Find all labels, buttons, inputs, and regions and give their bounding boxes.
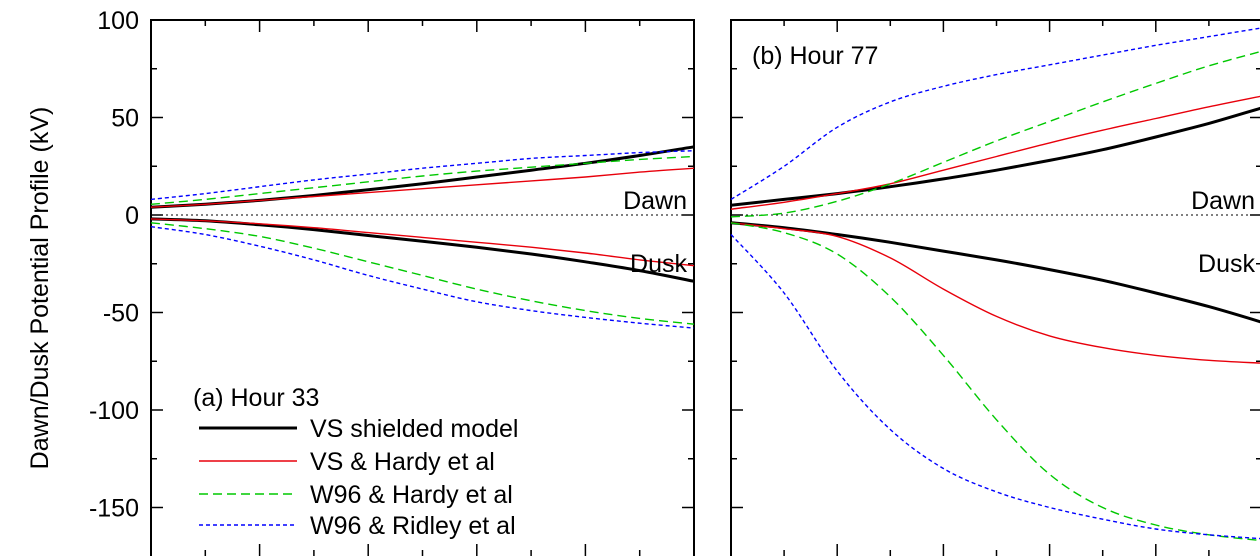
- y-tick-label: -100: [89, 397, 139, 425]
- legend: VS shielded model VS & Hardy et al W96 &…: [199, 415, 518, 540]
- panel-a-axes: 100 50 0 -50 -100 -150: [89, 7, 694, 556]
- series-vs-hardy-et-al-dawn: [730, 95, 1260, 210]
- legend-label-w96-ridley: W96 & Ridley et al: [310, 512, 516, 540]
- series-w96-ridley-et-al-dawn: [730, 27, 1260, 200]
- panel-a-title: (a) Hour 33: [193, 384, 319, 412]
- y-tick-label: 100: [97, 7, 139, 35]
- panel-a-dusk-label: Dusk: [630, 250, 687, 278]
- panel-b: (b) Hour 77 Dawn Dusk: [730, 19, 1260, 556]
- panel-b-title: (b) Hour 77: [752, 42, 878, 70]
- series-vs-hardy-et-al-dusk: [730, 222, 1260, 364]
- series-w96-ridley-et-al-dusk: [150, 226, 695, 329]
- series-vs-shielded-model-dawn: [150, 145, 695, 209]
- panel-a-dawn-label: Dawn: [623, 187, 687, 215]
- series-vs-shielded-model-dawn: [730, 106, 1260, 207]
- panel-b-axes: [731, 19, 1260, 556]
- panel-b-dusk-label: Dusk: [1198, 250, 1255, 278]
- y-tick-label: 50: [111, 105, 139, 133]
- legend-label-w96-hardy: W96 & Hardy et al: [310, 481, 513, 509]
- legend-label-vs-shielded: VS shielded model: [310, 415, 518, 443]
- y-axis-label: Dawn/Dusk Potential Profile (kV): [26, 107, 54, 470]
- series-vs-hardy-et-al-dusk: [150, 218, 695, 267]
- panel-b-series: [730, 27, 1260, 542]
- series-w96-hardy-et-al-dawn: [730, 51, 1260, 218]
- series-w96-ridley-et-al-dusk: [730, 234, 1260, 540]
- y-tick-label: -150: [89, 495, 139, 523]
- panel-a-series: [150, 145, 695, 329]
- series-w96-hardy-et-al-dawn: [150, 155, 695, 205]
- series-w96-hardy-et-al-dusk: [730, 222, 1260, 542]
- panel-b-dawn-label: Dawn: [1191, 187, 1255, 215]
- series-vs-shielded-model-dusk: [150, 217, 695, 283]
- series-vs-shielded-model-dusk: [730, 221, 1260, 324]
- series-vs-hardy-et-al-dawn: [150, 167, 695, 208]
- y-tick-label: -50: [103, 300, 139, 328]
- series-w96-ridley-et-al-dawn: [150, 150, 695, 201]
- y-tick-label: 0: [125, 202, 139, 230]
- legend-label-vs-hardy: VS & Hardy et al: [310, 448, 495, 476]
- panel-b-frame: [730, 19, 1260, 556]
